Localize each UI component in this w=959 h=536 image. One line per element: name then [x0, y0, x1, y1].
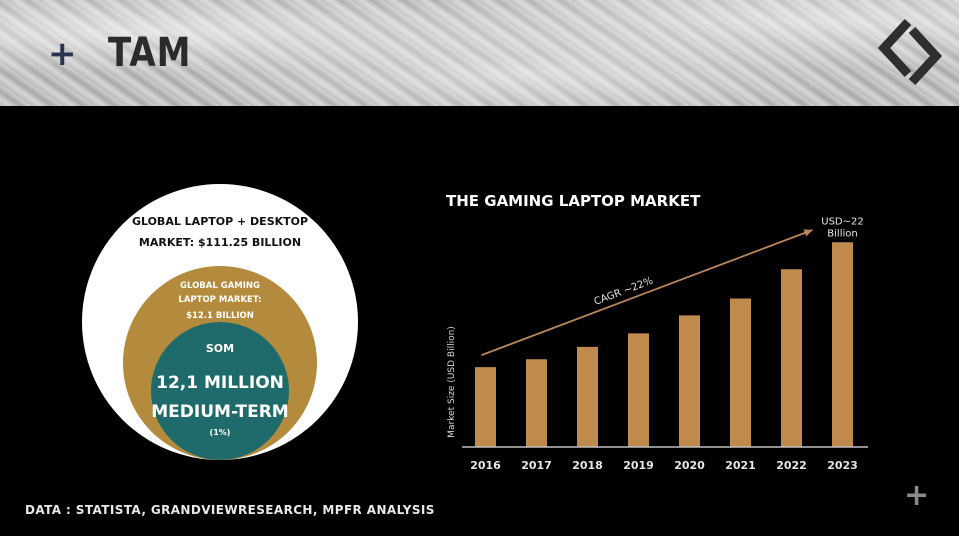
bar-2020	[679, 315, 700, 447]
tam-label-line1: GLOBAL LAPTOP + DESKTOP	[132, 215, 308, 228]
sam-label-line3: $12.1 BILLION	[186, 311, 254, 321]
x-tick-label-2022: 2022	[776, 459, 807, 472]
final-value-annotation-unit: Billion	[827, 228, 857, 239]
sam-label-line2: LAPTOP MARKET:	[178, 295, 261, 305]
sam-label-line1: GLOBAL GAMING	[180, 281, 260, 291]
market-size-circles: GLOBAL LAPTOP + DESKTOP MARKET: $111.25 …	[82, 184, 358, 460]
chart-title: THE GAMING LAPTOP MARKET	[446, 192, 701, 210]
som-label-top: SOM	[206, 342, 234, 355]
brand-logo-icon	[878, 18, 942, 86]
bar-2021	[730, 298, 751, 447]
som-circle	[151, 322, 289, 460]
y-axis-label: Market Size (USD Billion)	[447, 326, 457, 438]
plus-icon-corner: +	[904, 478, 930, 513]
tam-label-line2: MARKET: $111.25 BILLION	[139, 236, 301, 249]
gaming-laptop-chart: THE GAMING LAPTOP MARKET Market Size (US…	[420, 182, 880, 482]
page-title: TAM	[108, 30, 192, 76]
x-tick-label-2018: 2018	[572, 459, 603, 472]
plus-icon: +	[48, 34, 77, 74]
som-label-line2: MEDIUM-TERM	[151, 402, 288, 422]
som-label-line1: 12,1 MILLION	[156, 373, 284, 393]
bar-2019	[628, 333, 649, 447]
x-tick-label-2021: 2021	[725, 459, 756, 472]
bar-2018	[577, 346, 598, 447]
cagr-arrow-line	[481, 229, 813, 356]
cagr-arrow-head	[803, 229, 813, 237]
data-source-note: DATA : STATISTA, GRANDVIEWRESEARCH, MPFR…	[25, 503, 435, 517]
x-tick-label-2020: 2020	[674, 459, 705, 472]
final-value-annotation: USD~22	[821, 216, 863, 227]
x-tick-label-2017: 2017	[521, 459, 552, 472]
bar-2022	[781, 269, 802, 447]
bar-chart-svg: THE GAMING LAPTOP MARKET Market Size (US…	[446, 192, 868, 472]
x-tick-label-2016: 2016	[470, 459, 501, 472]
bar-2016	[475, 367, 496, 447]
bar-2023	[832, 242, 853, 447]
x-tick-label-2023: 2023	[827, 459, 858, 472]
som-label-line3: (1%)	[210, 428, 231, 437]
bar-2017	[526, 359, 547, 447]
x-tick-label-2019: 2019	[623, 459, 654, 472]
cagr-annotation: CAGR ~22%	[593, 276, 655, 308]
header-band: + TAM	[0, 0, 959, 106]
